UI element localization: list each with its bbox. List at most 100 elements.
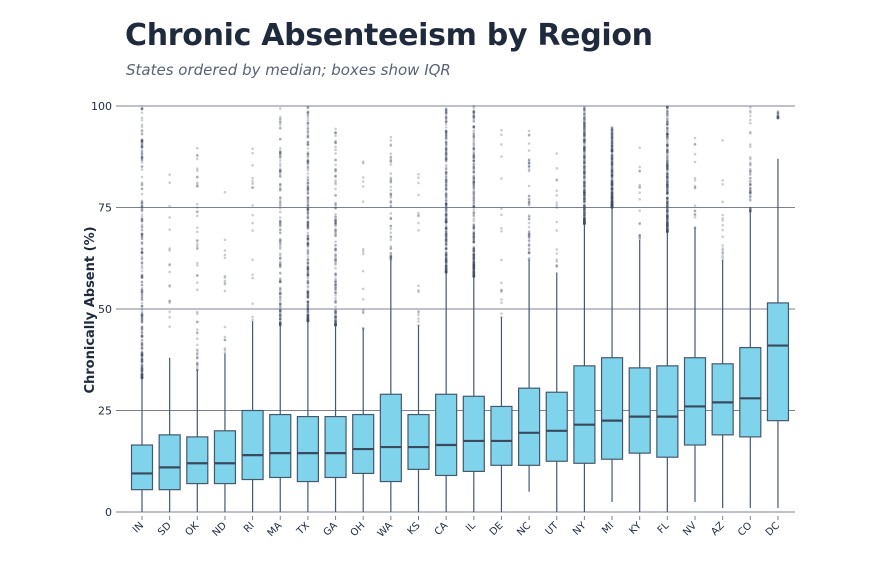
- outlier-point: [444, 199, 448, 203]
- outlier-point: [278, 120, 282, 124]
- outlier-point: [583, 189, 586, 193]
- outlier-point: [306, 319, 310, 323]
- outlier-point: [140, 158, 144, 162]
- outlier-point: [610, 160, 614, 163]
- outlier-point: [472, 133, 476, 136]
- outlier-point: [472, 180, 476, 183]
- outlier-point: [306, 160, 310, 164]
- outlier-point: [389, 255, 393, 259]
- outlier-point: [444, 263, 448, 267]
- outlier-point: [306, 225, 310, 229]
- outlier-point: [444, 187, 448, 191]
- outlier-point: [444, 119, 448, 123]
- outlier-point: [306, 317, 310, 320]
- outlier-point: [583, 148, 586, 152]
- outlier-point: [610, 206, 614, 209]
- iqr-box: [517, 387, 541, 466]
- outlier-point: [610, 201, 614, 204]
- outlier-point: [444, 188, 448, 191]
- outlier-point: [444, 147, 448, 151]
- y-tick-label: 75: [98, 202, 112, 215]
- outlier-point: [140, 161, 144, 164]
- x-tick-label: CO: [736, 520, 754, 538]
- outlier-point: [610, 206, 614, 209]
- outlier-point: [140, 139, 144, 143]
- outlier-point: [444, 227, 448, 231]
- outlier-point: [334, 323, 337, 327]
- outlier-point: [306, 166, 310, 169]
- outlier-point: [140, 304, 144, 308]
- outlier-point: [583, 186, 586, 189]
- outlier-point: [610, 132, 614, 135]
- outlier-point: [444, 230, 448, 234]
- outlier-point: [140, 217, 144, 221]
- outlier-point: [444, 134, 448, 137]
- outlier-point: [278, 204, 282, 207]
- outlier-point: [472, 275, 476, 278]
- outlier-point: [583, 208, 586, 212]
- outlier-point: [472, 204, 476, 208]
- outlier-point: [334, 273, 337, 276]
- outlier-point: [140, 357, 144, 361]
- outlier-point: [721, 254, 724, 258]
- outlier-point: [583, 165, 586, 169]
- outlier-point: [306, 234, 310, 237]
- outlier-point: [444, 270, 448, 273]
- outlier-point: [666, 117, 669, 121]
- outlier-point: [140, 375, 144, 379]
- outlier-point: [583, 122, 586, 125]
- outlier-point: [472, 226, 476, 229]
- outlier-point: [610, 192, 614, 195]
- outlier-point: [472, 117, 476, 121]
- outlier-point: [306, 243, 310, 247]
- outlier-point: [306, 164, 310, 168]
- outlier-point: [610, 150, 614, 153]
- outlier-point: [610, 193, 614, 197]
- outlier-point: [583, 192, 586, 195]
- outlier-point: [472, 205, 476, 209]
- outlier-point: [472, 129, 476, 132]
- outlier-point: [666, 202, 669, 206]
- outlier-point: [444, 259, 448, 263]
- outlier-point: [196, 352, 199, 355]
- outlier-point: [334, 174, 337, 177]
- outlier-point: [196, 244, 199, 248]
- outlier-point: [472, 170, 476, 174]
- outlier-point: [666, 148, 669, 151]
- outlier-point: [306, 113, 310, 116]
- outlier-point: [610, 149, 614, 153]
- outlier-point: [196, 288, 199, 292]
- iqr-box: [186, 436, 209, 485]
- outlier-point: [583, 196, 586, 200]
- outlier-point: [306, 158, 310, 161]
- outlier-point: [472, 196, 476, 200]
- outlier-point: [140, 232, 144, 235]
- outlier-point: [444, 220, 448, 223]
- outlier-point: [583, 153, 586, 157]
- outlier-point: [140, 149, 144, 152]
- outlier-point: [334, 179, 337, 182]
- outlier-point: [555, 258, 559, 261]
- outlier-point: [278, 253, 282, 257]
- outlier-point: [472, 250, 476, 253]
- outlier-point: [278, 189, 282, 192]
- outlier-point: [472, 158, 476, 162]
- outlier-point: [334, 145, 337, 149]
- outlier-point: [306, 319, 310, 322]
- outlier-point: [472, 267, 476, 271]
- outlier-point: [140, 315, 144, 318]
- outlier-point: [417, 213, 420, 217]
- outlier-point: [140, 373, 144, 376]
- outlier-point: [610, 200, 614, 204]
- outlier-point: [168, 263, 171, 267]
- outlier-point: [472, 166, 476, 169]
- outlier-point: [583, 139, 586, 142]
- outlier-point: [472, 264, 476, 267]
- outlier-point: [306, 280, 310, 283]
- outlier-point: [334, 233, 337, 237]
- outlier-point: [444, 165, 448, 169]
- outlier-point: [583, 160, 586, 164]
- outlier-point: [472, 275, 476, 278]
- outlier-point: [140, 269, 144, 273]
- outlier-point: [334, 288, 337, 291]
